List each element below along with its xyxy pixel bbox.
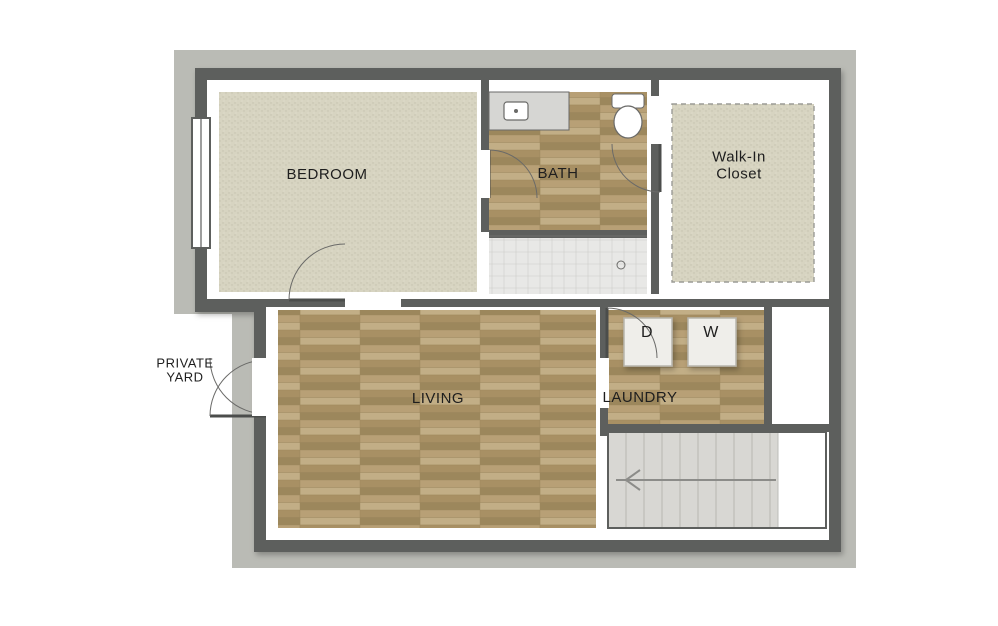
bath-label: BATH bbox=[538, 166, 579, 183]
walkin-label: Walk-In Closet bbox=[712, 150, 766, 183]
floorplan-canvas: BEDROOM BATH Walk-In Closet LIVING LAUNDRY D W… bbox=[0, 0, 998, 626]
bedroom-label: BEDROOM bbox=[286, 167, 367, 184]
d-label: D bbox=[641, 324, 653, 342]
living-label: LIVING bbox=[412, 391, 464, 408]
floorplan-svg bbox=[0, 0, 998, 626]
laundry-label: LAUNDRY bbox=[603, 390, 678, 407]
private_yard-label: PRIVATE YARD bbox=[156, 357, 213, 386]
w-label: W bbox=[703, 324, 719, 342]
